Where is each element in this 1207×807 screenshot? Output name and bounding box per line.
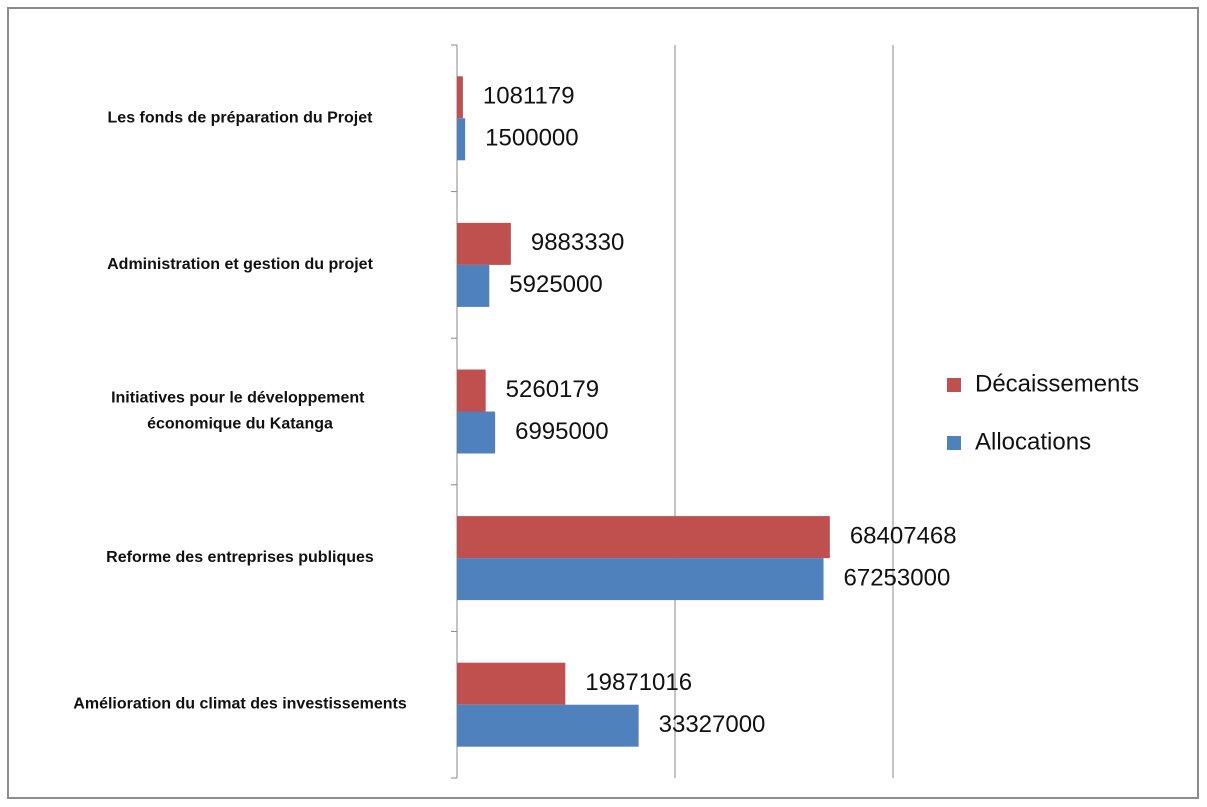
data-label: 19871016 <box>585 669 692 696</box>
bar <box>457 704 639 747</box>
bar <box>457 76 463 119</box>
bar <box>457 516 830 559</box>
data-label: 5925000 <box>509 271 602 298</box>
data-label: 68407468 <box>850 522 957 549</box>
data-label: 1500000 <box>485 125 578 152</box>
y-tick-label: Amélioration du climat des investissemen… <box>73 696 407 713</box>
bar <box>457 369 486 412</box>
y-tick-label: Reforme des entreprises publiques <box>106 549 374 566</box>
bar <box>457 662 566 705</box>
y-tick-label: Administration et gestion du projet <box>107 256 373 273</box>
legend-swatch <box>947 378 961 392</box>
legend-swatch <box>947 436 961 450</box>
data-label: 67253000 <box>844 564 951 591</box>
data-label: 9883330 <box>531 229 624 256</box>
data-label: 33327000 <box>659 711 766 738</box>
chart-frame <box>7 7 1199 799</box>
legend-label: Décaissements <box>975 370 1139 397</box>
y-tick-label: Les fonds de préparation du Projet <box>108 110 374 127</box>
bar <box>457 558 824 601</box>
y-tick-label: Initiatives pour le développement économ… <box>111 390 369 433</box>
bar <box>457 118 466 161</box>
data-label: 5260179 <box>506 376 599 403</box>
legend-label: Allocations <box>975 428 1091 455</box>
data-label: 1081179 <box>483 83 575 110</box>
bar <box>457 222 511 265</box>
data-label: 6995000 <box>515 418 608 445</box>
bar <box>457 264 490 307</box>
bar <box>457 411 496 454</box>
